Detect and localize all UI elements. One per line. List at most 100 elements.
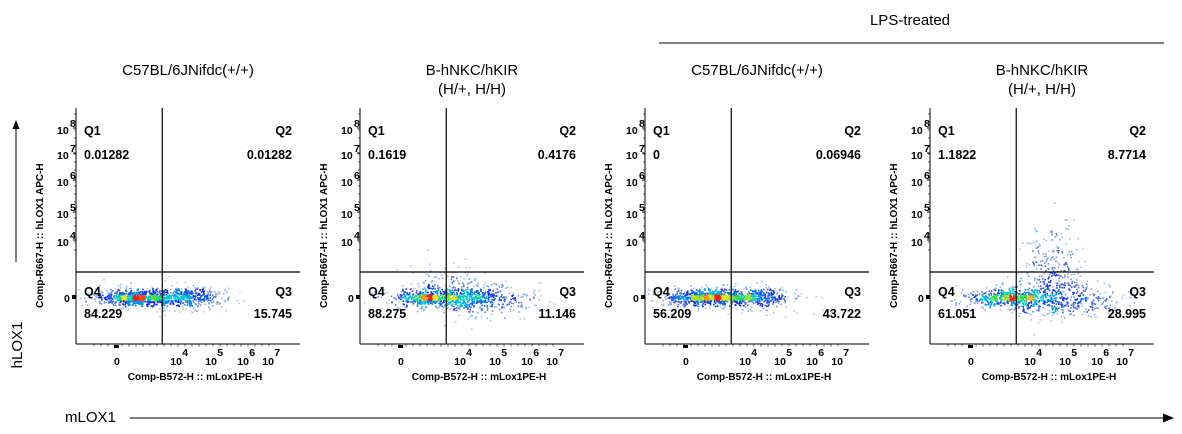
event-dot [463, 307, 465, 309]
event-dot [1048, 289, 1051, 292]
event-dot [700, 295, 703, 298]
event-dot [662, 291, 664, 293]
event-dot [473, 293, 475, 295]
event-dot [544, 308, 546, 311]
event-dot [793, 300, 796, 303]
event-dot [444, 300, 446, 302]
event-dot [1065, 298, 1067, 300]
event-dot [774, 298, 777, 300]
event-dot [682, 293, 684, 295]
event-dot [1031, 299, 1033, 301]
event-dot [676, 293, 678, 295]
event-dot [1039, 285, 1042, 287]
event-dot [481, 301, 484, 303]
event-dot [979, 299, 981, 301]
event-dot [746, 295, 749, 297]
event-dot [538, 299, 540, 301]
event-dot [123, 296, 125, 299]
event-dot [766, 299, 769, 302]
event-dot [178, 289, 180, 292]
event-dot [398, 300, 400, 303]
q1-label: Q1 [938, 124, 955, 138]
x-tick-exponent: 7 [558, 347, 564, 359]
event-dot [143, 300, 145, 303]
y-tick-zero: 0 [918, 293, 924, 305]
event-dot [100, 290, 102, 293]
event-dot [955, 304, 957, 306]
event-dot [117, 288, 119, 291]
event-dot [450, 294, 452, 297]
event-dot [420, 295, 423, 298]
event-dot [739, 293, 742, 296]
event-dot [514, 299, 517, 301]
event-dot [476, 294, 478, 297]
y-tick-label: 107 [57, 143, 76, 162]
panel-title: C57BL/6JNifdc(+/+) [691, 62, 823, 79]
event-dot [503, 306, 505, 309]
event-dot [1023, 304, 1025, 306]
event-dot [185, 290, 187, 292]
event-dot [1086, 280, 1089, 282]
event-dot [81, 304, 83, 307]
event-dot [778, 289, 781, 292]
event-dot [742, 309, 744, 311]
event-dot [462, 301, 464, 304]
event-dot [728, 293, 730, 296]
y-tick-zero: 0 [633, 293, 639, 305]
event-dot [451, 298, 454, 300]
event-dot [701, 292, 704, 295]
event-dot [719, 302, 722, 305]
event-dot [1020, 300, 1022, 303]
event-dot [424, 280, 427, 282]
event-dot [684, 304, 687, 307]
event-dot [700, 298, 702, 301]
event-dot [175, 300, 177, 302]
event-dot [704, 303, 706, 306]
event-dot [1102, 297, 1104, 299]
event-dot [121, 298, 123, 300]
event-dot [975, 300, 977, 302]
event-dot [443, 295, 446, 298]
y-tick-exponent: 6 [639, 170, 645, 182]
event-dot [1107, 312, 1110, 314]
event-dot [679, 292, 681, 294]
event-dot [148, 291, 151, 294]
event-dot [1054, 299, 1057, 301]
event-dot [1016, 286, 1018, 288]
event-dot [447, 294, 449, 296]
event-dot [1087, 309, 1090, 312]
event-dot [120, 300, 123, 303]
event-dot [1002, 295, 1004, 297]
event-dot [715, 294, 717, 296]
event-dot [1032, 250, 1034, 252]
event-dot [443, 301, 445, 303]
event-dot [154, 296, 156, 299]
event-dot [469, 289, 472, 291]
event-dot [202, 294, 204, 296]
event-dot [430, 299, 433, 301]
event-dot [456, 293, 458, 295]
event-dot [1091, 303, 1093, 305]
event-dot [1036, 304, 1039, 306]
event-dot [970, 293, 973, 295]
event-dot [754, 300, 757, 303]
event-dot [128, 308, 130, 311]
event-dot [419, 301, 421, 304]
event-dot [738, 304, 741, 307]
event-dot [159, 295, 161, 297]
event-dot [500, 290, 502, 293]
event-dot [717, 296, 719, 298]
event-dot [665, 298, 667, 301]
event-dot [1050, 257, 1053, 259]
event-dot [1052, 269, 1055, 272]
event-dot [405, 288, 408, 290]
event-dot [673, 301, 675, 304]
event-dot [682, 304, 685, 306]
event-dot [780, 303, 782, 306]
event-dot [466, 298, 468, 301]
event-dot [176, 296, 178, 299]
event-dot [1036, 289, 1039, 291]
event-dot [1030, 319, 1032, 321]
event-dot [1019, 283, 1022, 286]
event-dot [974, 296, 976, 298]
